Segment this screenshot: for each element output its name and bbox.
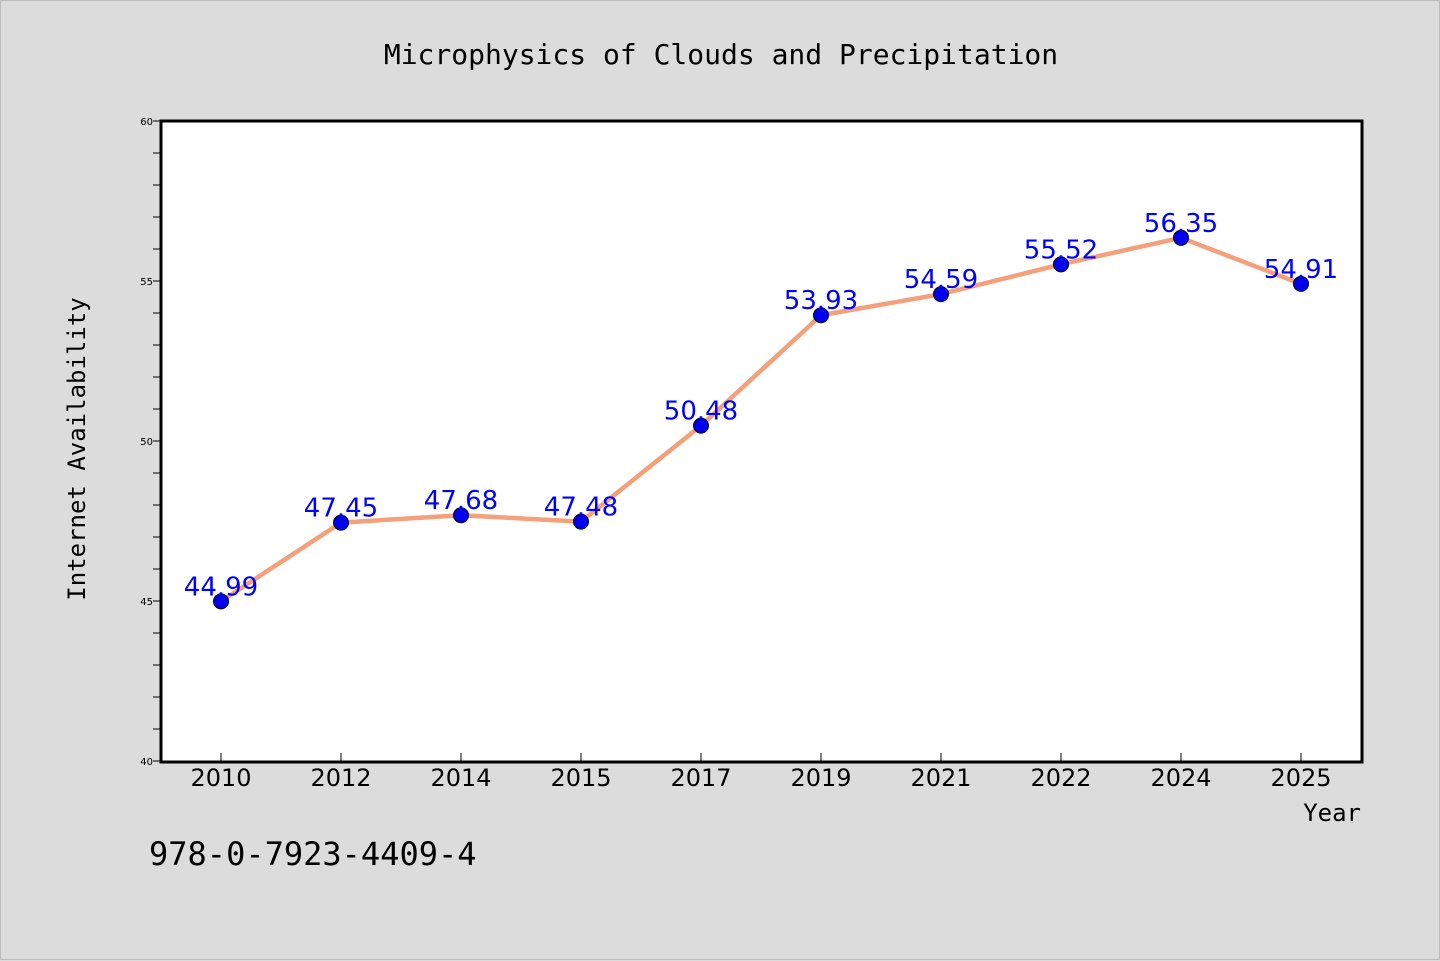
data-label: 44.99 (184, 572, 258, 602)
y-tick-label: 45 (140, 597, 153, 608)
x-tick-label: 2017 (670, 764, 731, 792)
data-point (453, 507, 469, 524)
x-axis: 2010 2012 2014 2015 2017 2019 2021 2022 2024 2025 (190, 753, 1332, 792)
data-point (813, 307, 829, 324)
data-label: 47.68 (424, 486, 498, 516)
plot-area (159, 119, 1364, 764)
x-tick-label: 2010 (190, 764, 251, 792)
x-tick-label: 2025 (1270, 764, 1331, 792)
data-point (213, 593, 229, 610)
data-point (333, 514, 349, 531)
isbn-text: 978-0-7923-4409-4 (149, 835, 477, 873)
y-tick-label: 60 (140, 117, 153, 128)
data-point (1293, 275, 1309, 292)
y-axis: 40 45 50 55 60 (140, 117, 161, 768)
data-label: 47.45 (304, 494, 378, 524)
y-tick-label: 55 (140, 277, 153, 288)
data-point (1053, 256, 1069, 273)
series-line (218, 235, 1304, 604)
data-label: 55.52 (1024, 235, 1098, 265)
data-label: 50.48 (664, 397, 738, 427)
data-label: 54.59 (904, 265, 978, 295)
x-tick-label: 2024 (1150, 764, 1211, 792)
y-axis-label: Internet Availability (63, 297, 91, 600)
chart-title: Microphysics of Clouds and Precipitation (384, 38, 1058, 71)
x-tick-label: 2021 (910, 764, 971, 792)
data-point (1173, 229, 1189, 246)
series-line-group: 44.99 47.45 47.68 47.48 50.48 53.93 54.59 55.52… (184, 209, 1338, 610)
y-tick-label: 40 (140, 757, 153, 768)
data-point (573, 513, 589, 530)
x-tick-label: 2014 (430, 764, 491, 792)
x-tick-label: 2019 (790, 764, 851, 792)
x-tick-label: 2015 (550, 764, 611, 792)
data-label: 47.48 (544, 493, 618, 523)
data-point (693, 417, 709, 434)
x-axis-label: Year (1303, 799, 1361, 827)
x-tick-label: 2022 (1030, 764, 1091, 792)
data-label: 53.93 (784, 286, 858, 316)
data-point (933, 286, 949, 303)
data-label: 54.91 (1264, 255, 1338, 285)
data-label: 56.35 (1144, 209, 1218, 239)
x-tick-label: 2012 (310, 764, 371, 792)
y-tick-label: 50 (140, 437, 153, 448)
